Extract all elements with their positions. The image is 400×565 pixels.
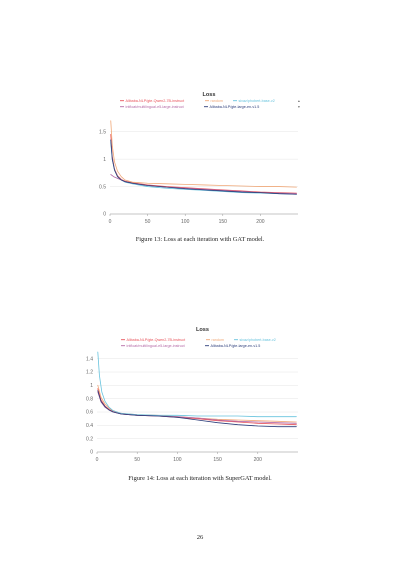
legend-item[interactable]: Alibaba-NLP/gte-large-en-v1.5 — [204, 105, 259, 109]
legend-label: sivaz/phobert-base-v2 — [239, 99, 275, 103]
x-tick-label: 150 — [213, 457, 222, 463]
y-tick-label: 1 — [103, 157, 106, 163]
x-tick-label: 150 — [219, 219, 228, 225]
y-tick-label: 0.5 — [99, 184, 106, 190]
legend-scroll-up-icon[interactable]: ▴ — [298, 99, 300, 103]
y-tick-label: 0 — [103, 212, 106, 218]
x-tick-label: 200 — [256, 219, 265, 225]
legend-item[interactable]: sivaz/phobert-base-v2 — [233, 99, 275, 103]
x-tick-label: 50 — [145, 219, 151, 225]
series-line — [110, 139, 297, 195]
x-tick-label: 200 — [254, 457, 263, 463]
legend-item[interactable]: random — [206, 338, 224, 342]
chart-supergat-loss: Loss Alibaba-NLP/gte-Qwen2-7B-instruct ran… — [86, 327, 298, 463]
figure-supergat-loss: Loss Alibaba-NLP/gte-Qwen2-7B-instruct ran… — [86, 327, 298, 482]
chart-gat-loss: Loss Alibaba-NLP/gte-Qwen2-7B-instruct ran… — [99, 92, 300, 225]
legend-label: intfloat/multilingual-e5-large-instruct — [127, 344, 185, 348]
legend-item[interactable]: random — [205, 99, 223, 103]
chart-title: Loss — [196, 327, 209, 333]
legend-item[interactable]: sivaz/phobert-base-v2 — [234, 338, 276, 342]
legend-label: Alibaba-NLP/gte-large-en-v1.5 — [211, 344, 261, 348]
legend-item[interactable]: Alibaba-NLP/gte-Qwen2-7B-instruct — [121, 338, 185, 342]
y-tick-label: 1 — [90, 383, 93, 389]
x-tick-label: 50 — [134, 457, 140, 463]
legend-label: random — [212, 338, 225, 342]
figure-gat-loss: Loss Alibaba-NLP/gte-Qwen2-7B-instruct ran… — [0, 0, 400, 260]
y-tick-label: 0.8 — [86, 396, 93, 402]
y-tick-label: 1.4 — [86, 356, 93, 362]
legend-label: random — [211, 99, 224, 103]
y-tick-label: 0 — [90, 450, 93, 456]
legend-item[interactable]: intfloat/multilingual-e5-large-instruct — [120, 105, 184, 109]
legend-label: intfloat/multilingual-e5-large-instruct — [126, 105, 184, 109]
series-line — [97, 351, 297, 418]
legend-item[interactable]: intfloat/multilingual-e5-large-instruct — [121, 344, 185, 348]
y-tick-label: 0.6 — [86, 410, 93, 416]
x-tick-label: 100 — [181, 219, 190, 225]
chart-title: Loss — [202, 92, 215, 98]
series-line — [110, 134, 297, 194]
legend-label: Alibaba-NLP/gte-Qwen2-7B-instruct — [126, 99, 185, 103]
y-tick-label: 0.2 — [86, 436, 93, 442]
figure-caption: Figure 13: Loss at each iteration with G… — [135, 236, 265, 243]
series-line — [110, 120, 297, 188]
x-tick-label: 0 — [109, 219, 112, 225]
legend-item[interactable]: Alibaba-NLP/gte-Qwen2-7B-instruct — [120, 99, 184, 103]
y-tick-label: 0.4 — [86, 423, 93, 429]
y-tick-label: 1.5 — [99, 129, 106, 135]
legend-label: Alibaba-NLP/gte-large-en-v1.5 — [210, 105, 260, 109]
legend-label: Alibaba-NLP/gte-Qwen2-7B-instruct — [127, 338, 186, 342]
x-tick-label: 100 — [173, 457, 182, 463]
series-line — [97, 388, 297, 426]
legend-scroll-down-icon[interactable]: ▾ — [298, 105, 300, 109]
y-tick-label: 1.2 — [86, 370, 93, 376]
page-number: 26 — [196, 534, 204, 541]
series-line — [97, 390, 297, 428]
legend-label: sivaz/phobert-base-v2 — [240, 338, 276, 342]
x-tick-label: 0 — [96, 457, 99, 463]
legend-item[interactable]: Alibaba-NLP/gte-large-en-v1.5 — [205, 344, 260, 348]
figure-caption: Figure 14: Loss at each iteration with S… — [128, 475, 272, 482]
